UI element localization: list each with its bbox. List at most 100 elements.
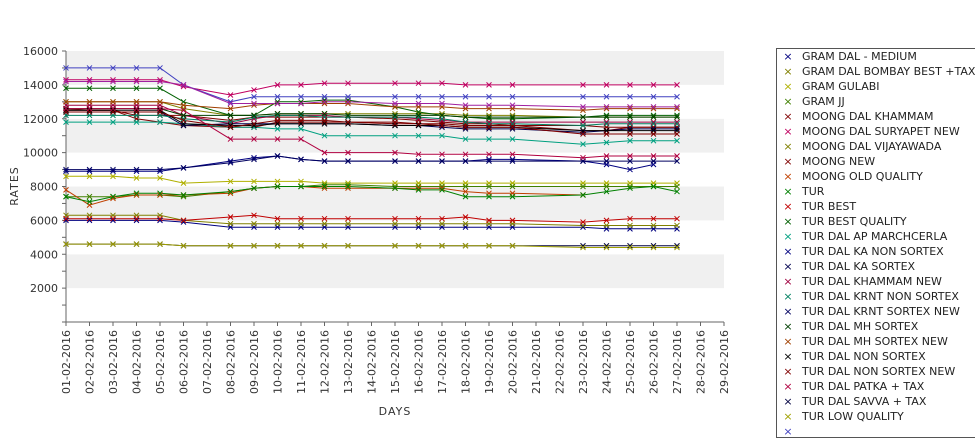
data-point	[627, 126, 633, 132]
data-point	[580, 141, 586, 148]
data-point	[321, 242, 328, 249]
data-point	[439, 110, 445, 117]
data-point	[274, 242, 281, 249]
data-point	[415, 114, 422, 120]
data-point	[321, 110, 328, 117]
data-point	[486, 183, 492, 190]
data-point	[86, 193, 93, 200]
data-point	[486, 102, 492, 109]
legend-label: MOONG DAL KHAMMAM	[802, 110, 934, 123]
data-point	[674, 153, 680, 159]
data-point	[509, 93, 516, 100]
legend-label: TUR DAL KA NON SORTEX	[802, 245, 944, 258]
data-point	[345, 242, 351, 249]
data-point	[274, 215, 281, 222]
data-point	[157, 85, 163, 92]
x-tick-label: 01-02-2016	[60, 330, 73, 394]
data-point	[110, 217, 116, 224]
data-point	[345, 112, 351, 119]
legend-item: × MOONG DAL KHAMMAM	[777, 109, 975, 124]
data-point	[157, 76, 163, 83]
data-point	[509, 119, 516, 125]
data-point	[650, 119, 657, 125]
data-point	[227, 112, 234, 119]
data-point	[580, 192, 586, 198]
legend-label: GRAM GULABI	[802, 80, 880, 93]
data-point	[321, 119, 328, 125]
data-point	[674, 120, 680, 127]
data-point	[603, 222, 610, 229]
data-point	[157, 105, 163, 112]
data-point	[627, 215, 633, 222]
data-point	[274, 98, 281, 105]
data-point	[180, 112, 187, 119]
data-point	[86, 241, 93, 247]
data-point	[674, 119, 680, 125]
data-point	[580, 244, 586, 251]
data-point	[251, 212, 257, 219]
data-point	[63, 173, 69, 180]
legend-item: × TUR	[777, 184, 975, 199]
data-point	[227, 98, 234, 105]
line-chart: 2000 4000 6000 8000 10000 12000 14000 16000 01-…	[8, 45, 731, 418]
data-point	[509, 183, 516, 190]
data-point	[251, 185, 257, 192]
data-point	[674, 126, 680, 132]
legend-label: TUR DAL PATKA + TAX	[802, 380, 925, 393]
data-point	[227, 242, 234, 249]
data-point	[110, 215, 116, 222]
data-point	[321, 80, 328, 87]
legend-marker-icon: ×	[783, 140, 793, 153]
data-point	[392, 185, 398, 192]
x-tick-label: 06-02-2016	[178, 330, 191, 394]
data-point	[251, 220, 257, 227]
x-axis-title: DAYS	[379, 405, 412, 418]
data-point	[63, 168, 69, 175]
data-point	[462, 214, 469, 220]
data-point	[392, 100, 398, 107]
data-point	[580, 242, 586, 249]
data-point	[133, 76, 140, 83]
data-point	[63, 76, 69, 83]
legend-item: × MOONG OLD QUALITY	[777, 169, 975, 184]
data-point	[274, 136, 281, 142]
data-point	[486, 93, 492, 100]
data-point	[251, 136, 257, 142]
data-point	[627, 93, 633, 100]
data-point	[86, 173, 93, 180]
data-point	[462, 126, 469, 132]
legend-item: × TUR DAL KA SORTEX	[777, 259, 975, 274]
data-point	[86, 107, 93, 114]
legend-marker-icon: ×	[783, 335, 793, 348]
y-tick-label: 12000	[23, 113, 58, 126]
data-point	[345, 215, 351, 222]
data-point	[674, 188, 680, 195]
data-point	[509, 82, 516, 88]
data-point	[486, 136, 492, 142]
x-tick-label: 26-02-2016	[648, 330, 661, 394]
data-point	[603, 217, 610, 224]
data-point	[392, 220, 398, 227]
data-point	[627, 137, 633, 144]
data-point	[63, 98, 69, 105]
data-point	[415, 220, 422, 227]
data-point	[86, 85, 93, 92]
x-tick-label: 05-02-2016	[154, 330, 167, 394]
data-point	[133, 65, 140, 71]
legend-item: × TUR DAL KA NON SORTEX	[777, 244, 975, 259]
data-point	[133, 192, 140, 198]
data-point	[321, 185, 328, 192]
data-point	[274, 100, 281, 107]
data-point	[110, 98, 116, 105]
y-axis-title: RATES	[8, 166, 21, 206]
data-point	[251, 93, 257, 100]
data-point	[110, 105, 116, 112]
legend-label: GRAM JJ	[802, 95, 845, 108]
data-point	[110, 166, 116, 173]
data-point	[439, 151, 445, 158]
legend-item: × GRAM GULABI	[777, 79, 975, 94]
data-point	[509, 156, 516, 163]
data-point	[180, 102, 187, 109]
data-point	[133, 85, 140, 92]
data-point	[486, 242, 492, 249]
